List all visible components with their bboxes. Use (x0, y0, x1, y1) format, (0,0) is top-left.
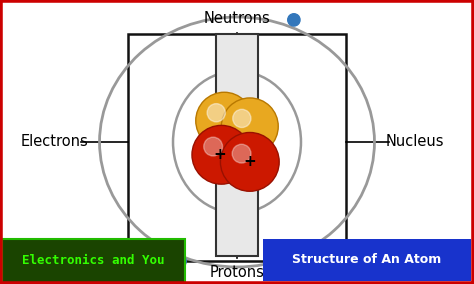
Circle shape (220, 133, 279, 191)
Bar (216, 34, 258, 256)
Bar (128, 34, 346, 261)
Text: Electrons: Electrons (21, 135, 88, 149)
Circle shape (192, 126, 251, 184)
Circle shape (207, 104, 225, 122)
Circle shape (221, 98, 278, 155)
Text: Protons: Protons (210, 265, 264, 280)
Text: Structure of An Atom: Structure of An Atom (292, 253, 441, 266)
Circle shape (233, 109, 251, 128)
Bar (2, 239, 185, 283)
Text: +: + (214, 147, 226, 162)
Text: Electronics and You: Electronics and You (22, 254, 165, 267)
Circle shape (288, 14, 300, 26)
Text: Nucleus: Nucleus (385, 135, 444, 149)
Bar (263, 239, 471, 281)
Circle shape (232, 144, 251, 163)
Circle shape (196, 92, 253, 149)
Circle shape (174, 255, 186, 268)
Text: Neutrons: Neutrons (204, 11, 270, 26)
Text: +: + (244, 154, 256, 169)
Circle shape (204, 137, 222, 156)
